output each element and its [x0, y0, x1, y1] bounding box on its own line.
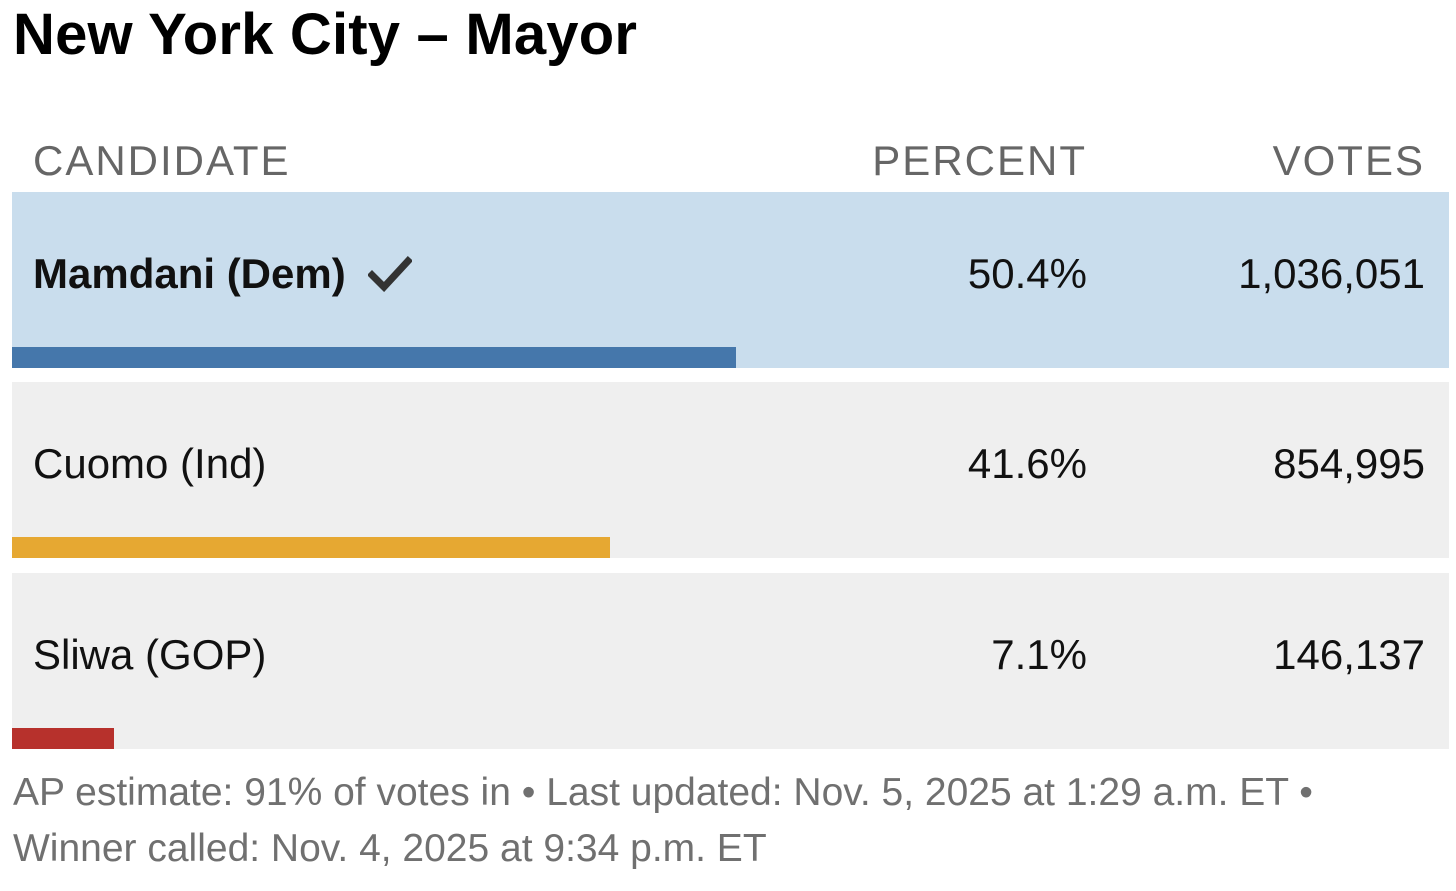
- vote-share-bar: [12, 537, 610, 558]
- column-header-candidate: CANDIDATE: [33, 137, 291, 184]
- checkmark-icon: [367, 255, 412, 292]
- table-header: CANDIDATE PERCENT VOTES: [12, 135, 1449, 187]
- candidate-percent: 50.4%: [967, 250, 1087, 297]
- vote-share-bar: [12, 728, 115, 749]
- candidate-row-sliwa: Sliwa (GOP) 7.1% 146,137: [12, 573, 1449, 749]
- candidate-votes: 854,995: [1273, 440, 1425, 487]
- candidate-row-cuomo: Cuomo (Ind) 41.6% 854,995: [12, 382, 1449, 558]
- candidate-votes: 1,036,051: [1238, 250, 1425, 297]
- candidate-name: Sliwa (GOP): [33, 631, 267, 678]
- results-footnote: AP estimate: 91% of votes in • Last upda…: [13, 771, 1313, 870]
- column-header-percent: PERCENT: [872, 137, 1087, 184]
- vote-share-bar: [12, 347, 737, 368]
- candidate-row-mamdani: Mamdani (Dem) 50.4% 1,036,051: [12, 192, 1449, 368]
- candidate-percent: 7.1%: [991, 631, 1087, 678]
- candidate-name: Cuomo (Ind): [33, 440, 267, 487]
- candidate-name: Mamdani (Dem): [33, 246, 412, 302]
- candidate-votes: 146,137: [1273, 631, 1425, 678]
- page-title: New York City – Mayor: [13, 2, 638, 67]
- column-header-votes: VOTES: [1272, 137, 1425, 184]
- candidate-percent: 41.6%: [967, 440, 1087, 487]
